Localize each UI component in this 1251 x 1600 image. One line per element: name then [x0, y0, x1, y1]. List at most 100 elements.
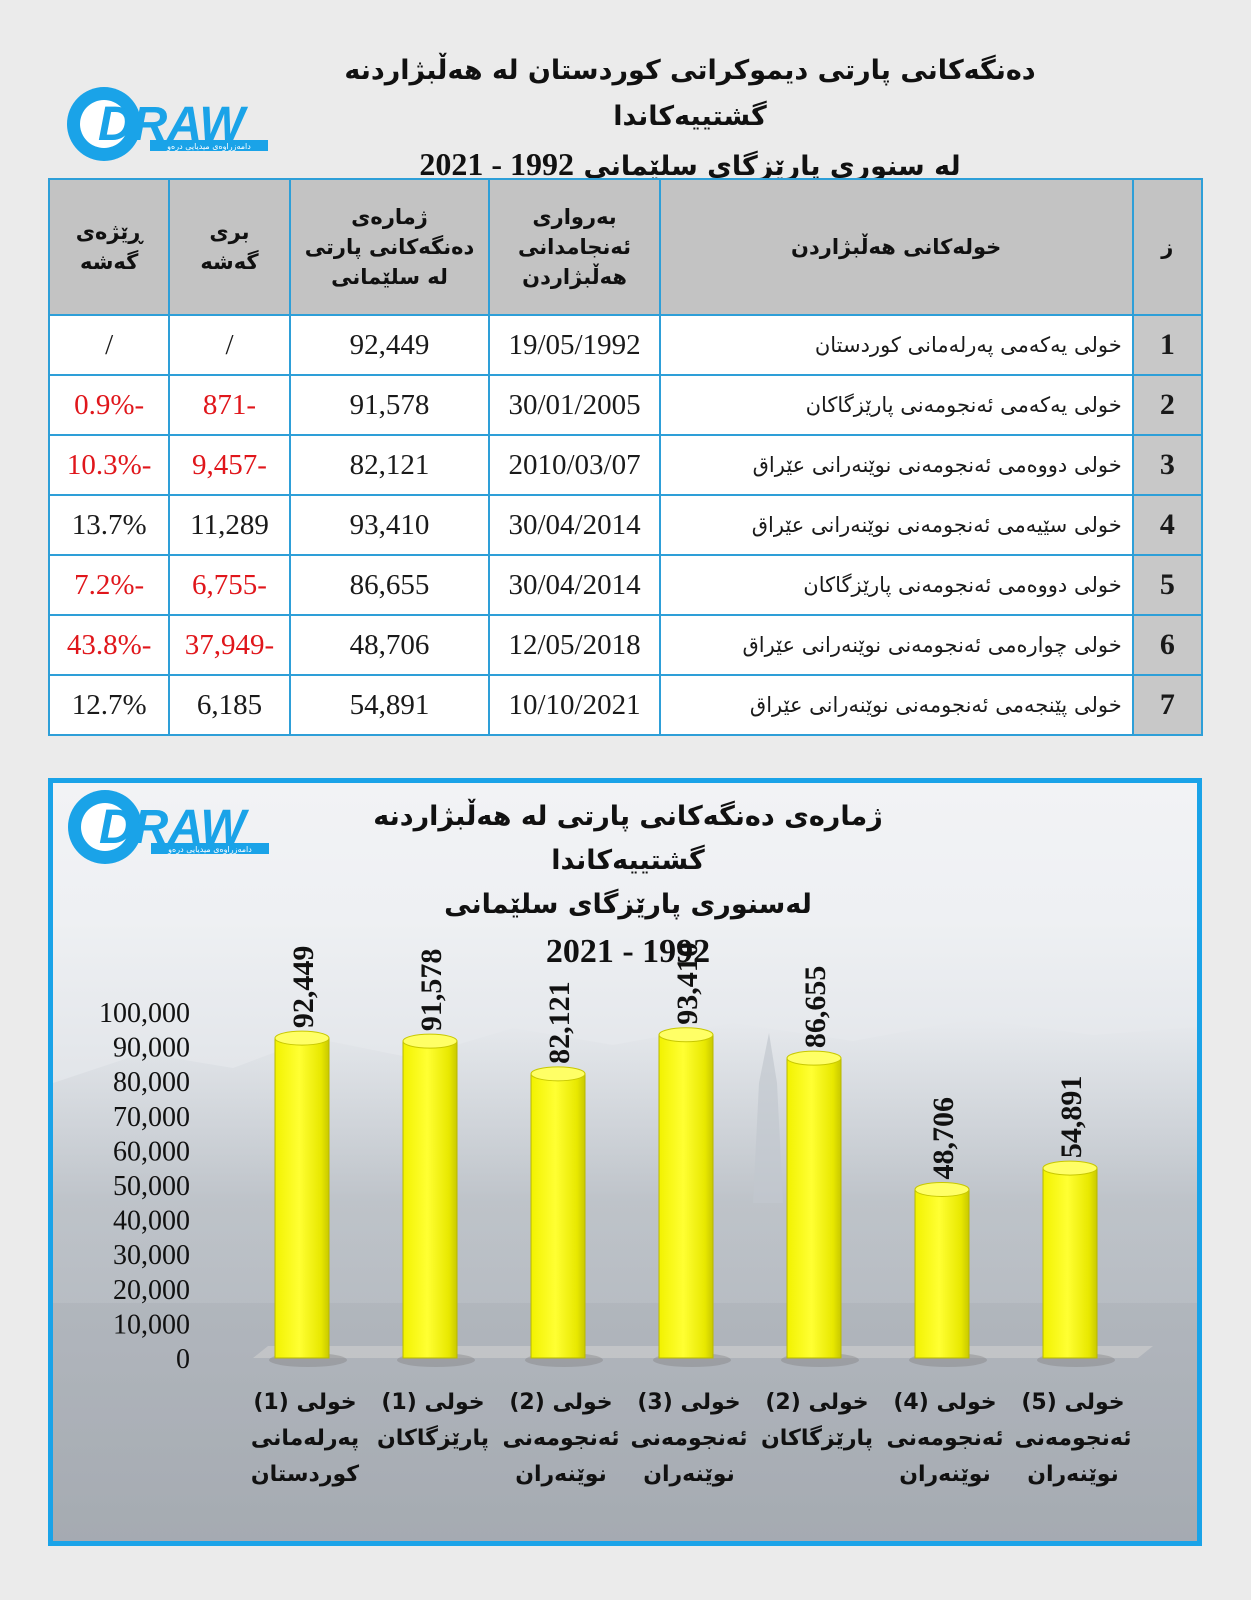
- bar-cap: [530, 1066, 586, 1082]
- row-rate: 12.7%: [47, 674, 171, 736]
- bar-body: [786, 1057, 842, 1359]
- bar-value-label: 91,578: [415, 949, 448, 1032]
- x-category-label: نوێنەران: [1027, 1462, 1119, 1487]
- row-index: 2: [1131, 374, 1204, 436]
- x-category-label: ئەنجومەنی: [503, 1426, 620, 1451]
- row-growth: -37,949: [168, 614, 291, 676]
- row-round: خولی سێیەمی ئەنجومەنی نوێنەرانی عێراق: [658, 494, 1134, 556]
- y-tick-label: 0: [176, 1344, 190, 1375]
- background-cityscape: [53, 1019, 1197, 1541]
- bar-body: [274, 1037, 330, 1359]
- row-date: 19/05/1992: [488, 314, 661, 376]
- bar: [1037, 1160, 1115, 1367]
- header-rate-line: ڕێژەی: [75, 220, 143, 244]
- table-row: 3 خولی دووەمی ئەنجومەنی نوێنەرانی عێراق 20…: [47, 434, 1204, 496]
- bar: [269, 1030, 347, 1367]
- row-index: 4: [1131, 494, 1204, 556]
- header-growth-line: بری: [209, 220, 250, 244]
- y-tick-label: 10,000: [113, 1309, 190, 1340]
- header-growth-line: گەشە: [200, 250, 259, 274]
- x-category-label: خولی (3): [637, 1390, 740, 1415]
- row-growth: /: [168, 314, 291, 376]
- row-rate: -43.8%: [47, 614, 171, 676]
- x-category-label: نوێنەران: [515, 1462, 607, 1487]
- bar-cap: [914, 1181, 970, 1197]
- logo-tagline: دامەزراوەی میدیایی درەو: [167, 845, 252, 854]
- table-row: 1 خولی یەکەمی پەرلەمانی کوردستان 19/05/199…: [47, 314, 1204, 376]
- chart-title-line: لەسنوری پارێزگای سلێمانی: [444, 889, 812, 920]
- y-tick-label: 40,000: [113, 1206, 190, 1237]
- results-table: ز خولەکانی هەڵبژاردن بەرواری ئەنجامدانی …: [47, 178, 1204, 736]
- table-header-row: ز خولەکانی هەڵبژاردن بەرواری ئەنجامدانی …: [47, 178, 1204, 316]
- x-category-label: نوێنەران: [643, 1462, 735, 1487]
- header-rate: ڕێژەی گەشە: [47, 178, 171, 316]
- bar-cap: [402, 1033, 458, 1049]
- row-growth: -871: [168, 374, 291, 436]
- bar-value-label: 82,121: [543, 981, 576, 1064]
- row-date: 30/04/2014: [488, 494, 661, 556]
- bar-cap: [274, 1030, 330, 1046]
- row-growth: -6,755: [168, 554, 291, 616]
- row-date: 12/05/2018: [488, 614, 661, 676]
- row-votes: 91,578: [288, 374, 491, 436]
- header-date-line: بەرواری: [532, 205, 617, 229]
- x-category-label: خولی (4): [893, 1390, 996, 1415]
- header-votes-line: لە سلێمانی: [331, 265, 448, 289]
- x-category-label: پارێزگاکان: [761, 1424, 873, 1451]
- bar-cap: [1042, 1160, 1098, 1176]
- x-category-label: خولی (1): [381, 1390, 484, 1415]
- bar: [653, 1027, 731, 1367]
- row-votes: 92,449: [288, 314, 491, 376]
- row-round: خولی یەکەمی ئەنجومەنی پارێزگاکان: [658, 374, 1134, 436]
- page-title-line2-text: لە سنوری پارێزگای سلێمانی: [583, 151, 961, 182]
- row-round: خولی چوارەمی ئەنجومەنی نوێنەرانی عێراق: [658, 614, 1134, 676]
- bar-body: [1042, 1167, 1098, 1359]
- bar-value-label: 92,449: [287, 946, 320, 1029]
- header-growth: بری گەشە: [168, 178, 291, 316]
- bar: [909, 1181, 987, 1367]
- bar: [397, 1033, 475, 1367]
- row-date: 30/04/2014: [488, 554, 661, 616]
- y-tick-label: 30,000: [113, 1240, 190, 1271]
- x-category-label: پەرلەمانی: [251, 1426, 359, 1451]
- x-category-label: خولی (2): [509, 1390, 612, 1415]
- row-index: 5: [1131, 554, 1204, 616]
- row-date: 10/10/2021: [488, 674, 661, 736]
- table-row: 2 خولی یەکەمی ئەنجومەنی پارێزگاکان 30/01/2…: [47, 374, 1204, 436]
- header-date-line: هەڵبژاردن: [522, 265, 627, 289]
- row-index: 6: [1131, 614, 1204, 676]
- bar-body: [530, 1073, 586, 1359]
- bar: [781, 1050, 859, 1367]
- chart-draw-logo: DRAW دامەزراوەی میدیایی درەو: [65, 787, 280, 873]
- table-row: 6 خولی چوارەمی ئەنجومەنی نوێنەرانی عێراق 1…: [47, 614, 1204, 676]
- x-category-label: ئەنجومەنی: [887, 1426, 1004, 1451]
- row-votes: 54,891: [288, 674, 491, 736]
- x-category-label: خولی (5): [1021, 1390, 1124, 1415]
- chart-panel: 0 10,000 20,000 30,000 40,000 50,000 60,000 70,…: [48, 778, 1202, 1546]
- bar-value-label: 93,410: [671, 942, 704, 1025]
- page-title-years: 1992 - 2021: [419, 146, 575, 182]
- page-title: دەنگەکانی پارتی دیموکراتی کوردستان لە هە…: [280, 48, 1100, 191]
- row-round: خولی دووەمی ئەنجومەنی پارێزگاکان: [658, 554, 1134, 616]
- row-index: 7: [1131, 674, 1204, 736]
- y-tick-label: 100,000: [99, 998, 190, 1029]
- bar-body: [914, 1188, 970, 1359]
- row-votes: 82,121: [288, 434, 491, 496]
- row-round: خولی یەکەمی پەرلەمانی کوردستان: [658, 314, 1134, 376]
- table-row: 7 خولی پێنجەمی ئەنجومەنی نوێنەرانی عێراق 1…: [47, 674, 1204, 736]
- x-category-label: ئەنجومەنی: [631, 1426, 748, 1451]
- row-date: 30/01/2005: [488, 374, 661, 436]
- x-category-label: نوێنەران: [899, 1462, 991, 1487]
- row-date: 2010/03/07: [488, 434, 661, 496]
- row-rate: /: [47, 314, 171, 376]
- row-votes: 93,410: [288, 494, 491, 556]
- y-tick-label: 60,000: [113, 1136, 190, 1167]
- header-date-line: ئەنجامدانی: [518, 235, 632, 259]
- chart-title-line: ژمارەی دەنگەکانی پارتی لە هەڵبژاردنە گشت…: [373, 801, 883, 876]
- bar-body: [658, 1034, 714, 1359]
- row-growth: 6,185: [168, 674, 291, 736]
- header-votes: ژمارەی دەنگەکانی پارتی لە سلێمانی: [288, 178, 491, 316]
- row-round: خولی پێنجەمی ئەنجومەنی نوێنەرانی عێراق: [658, 674, 1134, 736]
- row-rate: -0.9%: [47, 374, 171, 436]
